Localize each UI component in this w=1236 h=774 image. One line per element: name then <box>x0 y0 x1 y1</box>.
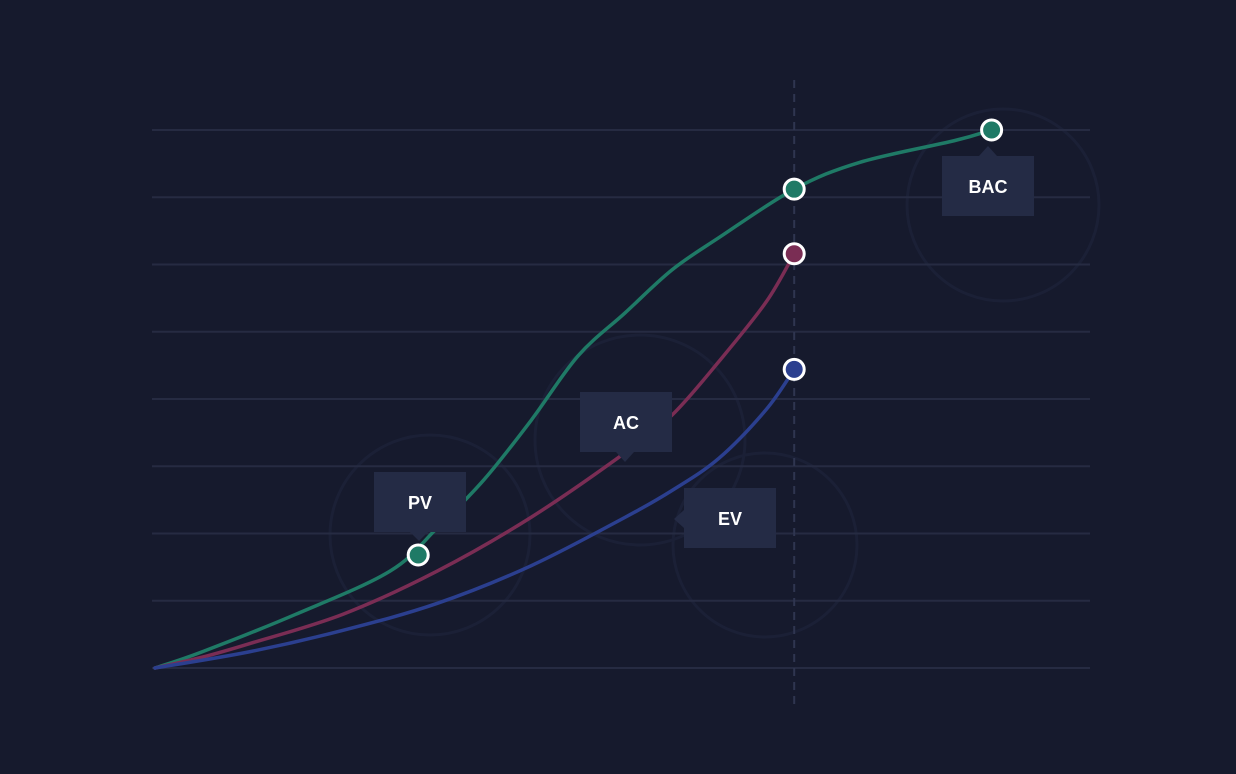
data-point-ac-0 <box>782 242 806 266</box>
background-decoration <box>328 107 1101 639</box>
callout-ac: AC <box>580 392 672 462</box>
series-line-ev <box>153 367 796 670</box>
callout-bac-label: BAC <box>969 177 1008 197</box>
data-point-pv-0 <box>406 543 430 567</box>
marker-layer <box>406 118 1004 567</box>
series-line-ac <box>153 251 796 670</box>
callout-ac-label: AC <box>613 413 639 433</box>
callout-ev-label: EV <box>718 509 742 529</box>
callout-bac: BAC <box>942 146 1034 216</box>
callout-pv-label: PV <box>408 493 432 513</box>
callout-ev: EV <box>674 488 776 548</box>
data-point-pv-2 <box>980 118 1004 142</box>
series-line-pv <box>153 128 994 670</box>
series-layer <box>153 128 994 670</box>
data-point-pv-1 <box>782 177 806 201</box>
data-point-ev-0 <box>782 357 806 381</box>
callout-pv: PV <box>374 472 466 541</box>
